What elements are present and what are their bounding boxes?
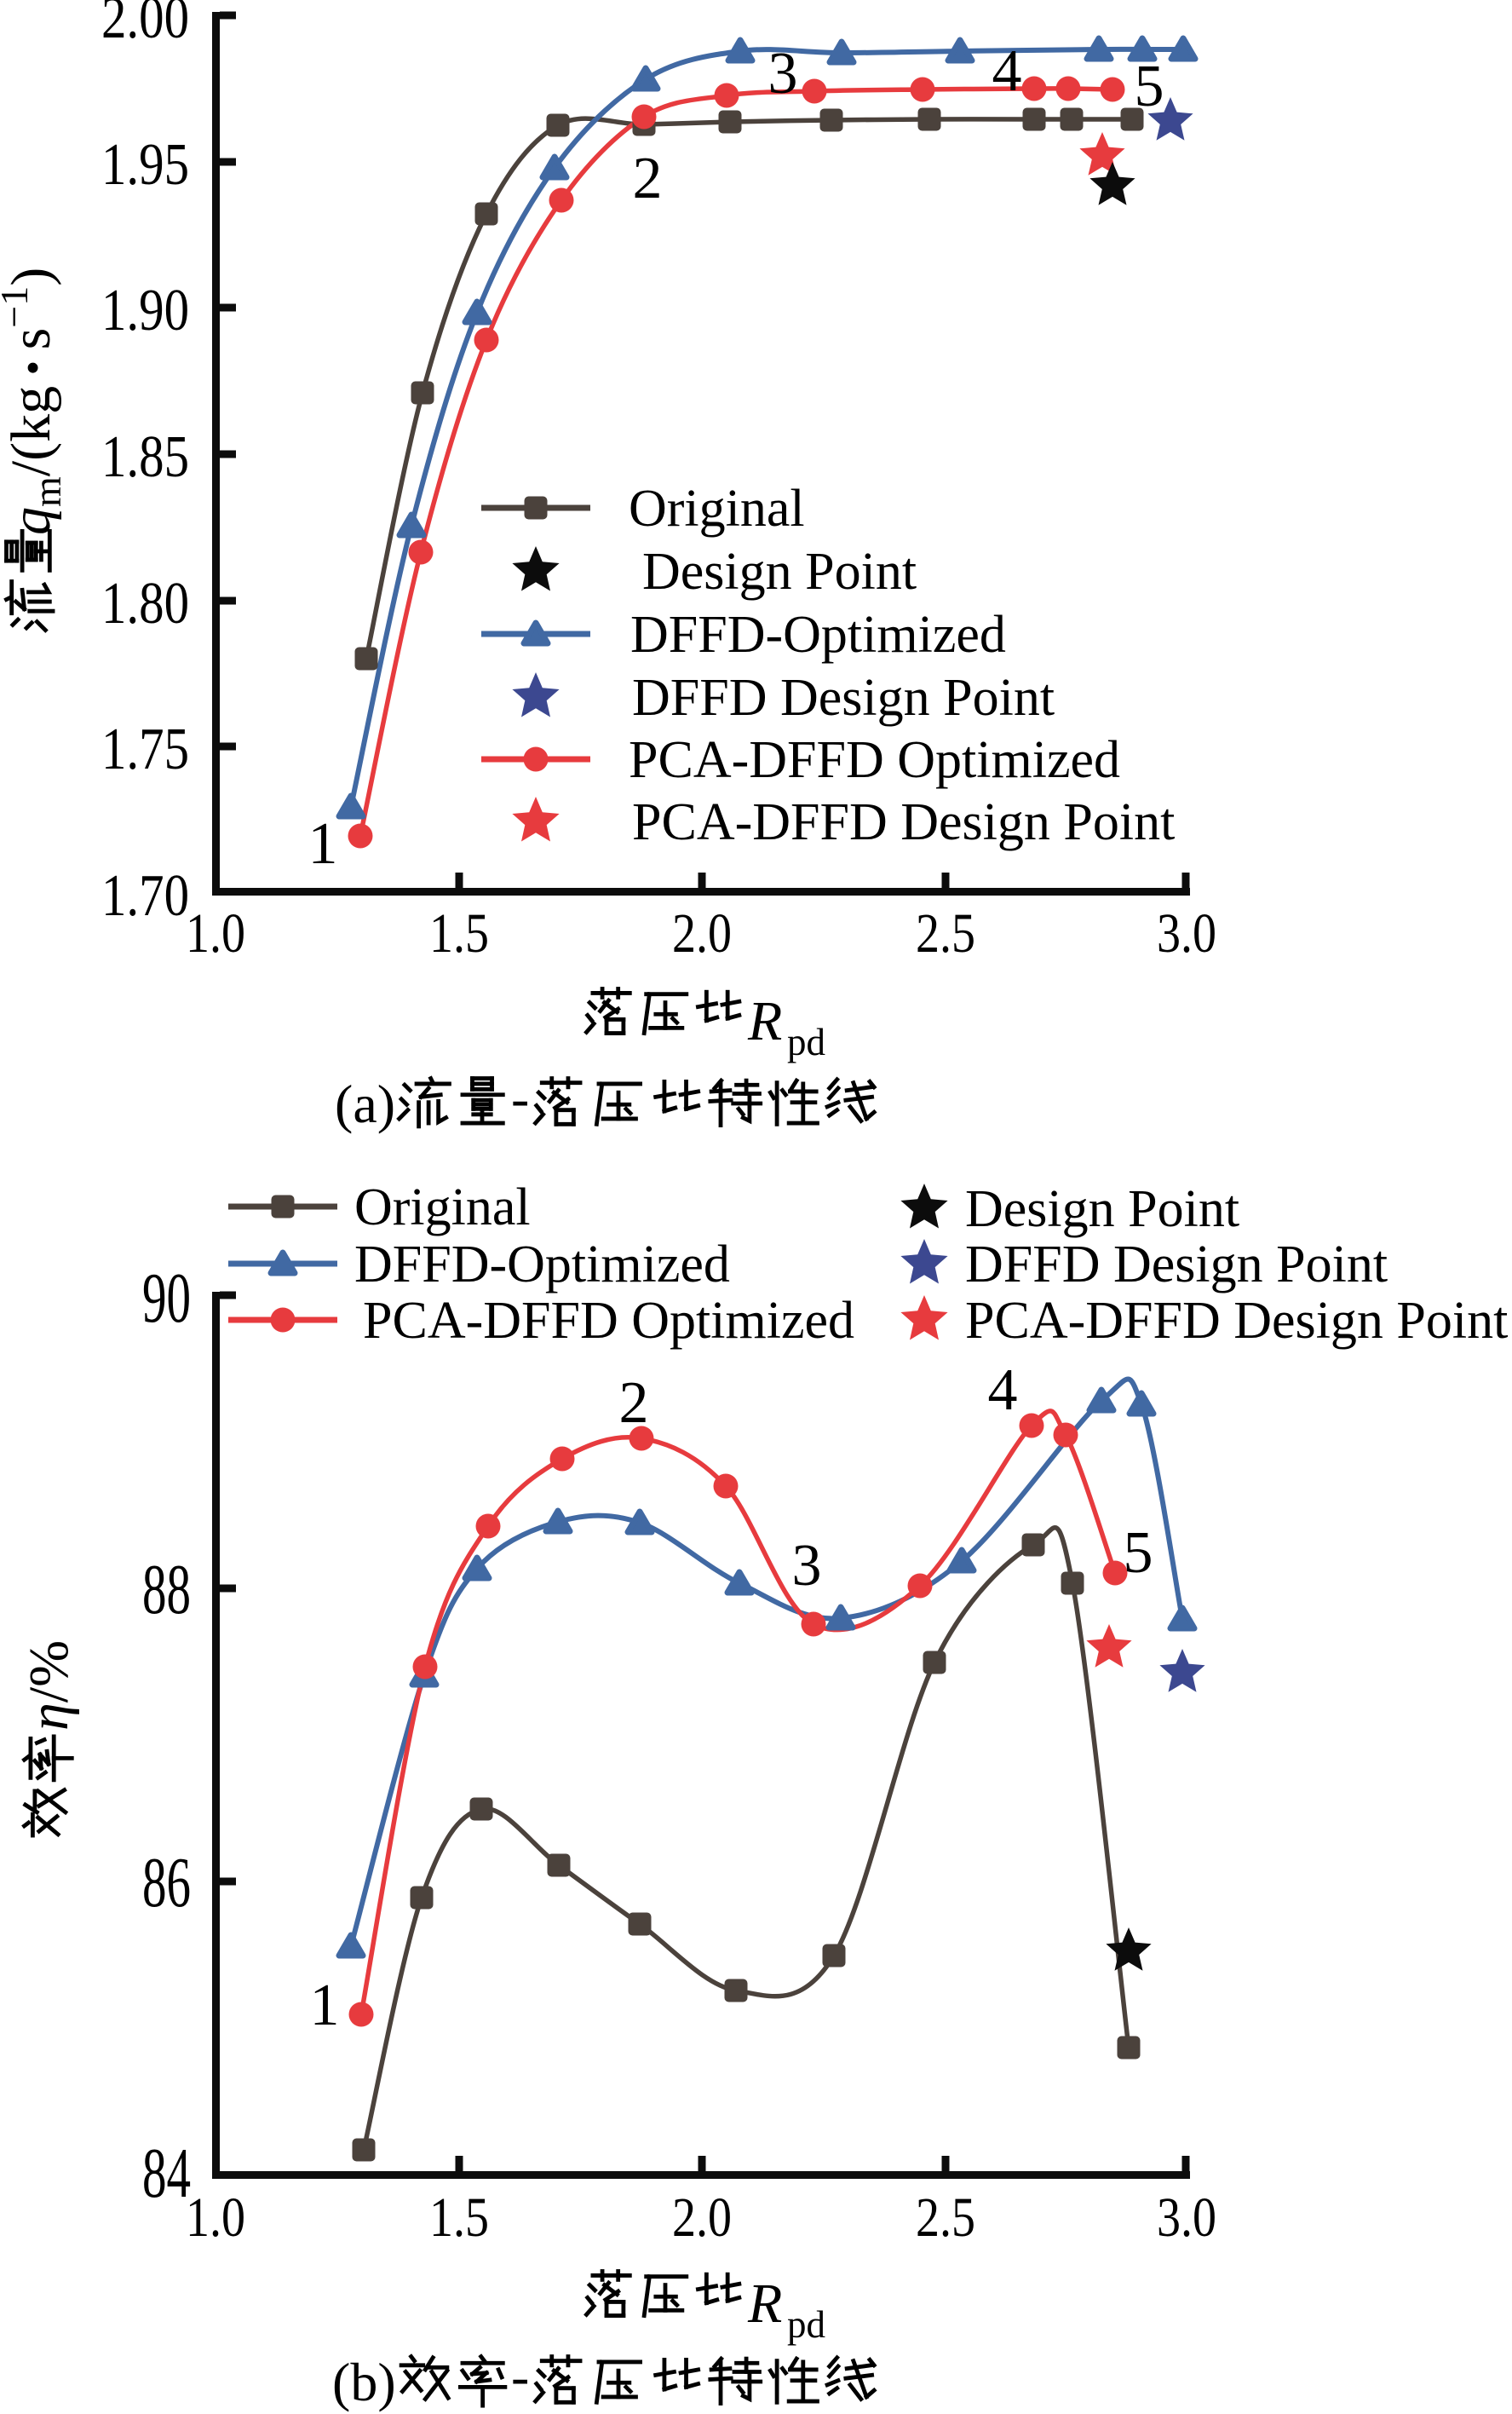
svg-text:2.5: 2.5 bbox=[916, 902, 975, 965]
svg-text:DFFD-Optimized: DFFD-Optimized bbox=[630, 606, 1006, 664]
svg-text:3: 3 bbox=[792, 1533, 822, 1599]
svg-text:-: - bbox=[511, 1068, 529, 1128]
svg-text:5: 5 bbox=[1124, 1520, 1153, 1586]
svg-text:η/%: η/% bbox=[18, 1640, 80, 1731]
svg-text:1.5: 1.5 bbox=[429, 902, 489, 965]
svg-text:qm/(kg • s−1): qm/(kg • s−1) bbox=[0, 268, 69, 535]
svg-text:1.0: 1.0 bbox=[186, 902, 245, 965]
svg-text:1: 1 bbox=[310, 1973, 340, 2038]
svg-text:Design Point: Design Point bbox=[642, 543, 917, 601]
svg-text:84: 84 bbox=[142, 2134, 191, 2213]
svg-text:R: R bbox=[747, 990, 782, 1052]
svg-text:PCA-DFFD Optimized: PCA-DFFD Optimized bbox=[629, 731, 1120, 789]
svg-text:3.0: 3.0 bbox=[1157, 902, 1216, 965]
svg-text:2: 2 bbox=[633, 146, 663, 211]
svg-text:(b): (b) bbox=[332, 2352, 396, 2412]
svg-text:PCA-DFFD Design Point: PCA-DFFD Design Point bbox=[632, 793, 1175, 851]
svg-text:2: 2 bbox=[619, 1370, 649, 1436]
svg-text:5: 5 bbox=[1135, 54, 1164, 119]
svg-text:2.0: 2.0 bbox=[672, 2186, 732, 2249]
svg-text:2.00: 2.00 bbox=[101, 0, 189, 51]
svg-text:DFFD Design Point: DFFD Design Point bbox=[965, 1236, 1388, 1293]
svg-text:1.70: 1.70 bbox=[101, 863, 189, 929]
svg-text:1.85: 1.85 bbox=[101, 424, 189, 490]
svg-text:(a): (a) bbox=[335, 1074, 395, 1134]
svg-text:PCA-DFFD Design Point: PCA-DFFD Design Point bbox=[965, 1292, 1508, 1350]
svg-text:4: 4 bbox=[988, 1357, 1018, 1423]
svg-text:2.5: 2.5 bbox=[916, 2186, 975, 2249]
svg-text:3.0: 3.0 bbox=[1157, 2186, 1216, 2249]
svg-text:1: 1 bbox=[308, 811, 338, 877]
svg-text:1.75: 1.75 bbox=[101, 717, 189, 782]
svg-text:Design Point: Design Point bbox=[965, 1180, 1239, 1238]
svg-text:1.80: 1.80 bbox=[101, 571, 189, 637]
svg-text:R: R bbox=[747, 2273, 782, 2335]
svg-text:1.90: 1.90 bbox=[101, 278, 189, 343]
svg-text:1.0: 1.0 bbox=[186, 2186, 245, 2249]
svg-text:DFFD-Optimized: DFFD-Optimized bbox=[354, 1236, 730, 1293]
svg-text:Original: Original bbox=[354, 1178, 531, 1236]
svg-text:86: 86 bbox=[142, 1843, 191, 1922]
svg-text:1.5: 1.5 bbox=[429, 2186, 489, 2249]
svg-text:88: 88 bbox=[142, 1550, 191, 1629]
svg-text:DFFD Design Point: DFFD Design Point bbox=[632, 669, 1055, 727]
svg-text:4: 4 bbox=[992, 38, 1022, 104]
svg-text:pd: pd bbox=[787, 2303, 825, 2346]
svg-text:1.95: 1.95 bbox=[101, 132, 189, 198]
svg-text:Original: Original bbox=[629, 480, 805, 538]
svg-text:2.0: 2.0 bbox=[672, 902, 732, 965]
svg-text:PCA-DFFD Optimized: PCA-DFFD Optimized bbox=[363, 1292, 854, 1350]
svg-text:-: - bbox=[511, 2346, 529, 2406]
svg-text:pd: pd bbox=[787, 1021, 825, 1063]
svg-text:3: 3 bbox=[768, 41, 798, 107]
svg-text:90: 90 bbox=[142, 1259, 191, 1338]
